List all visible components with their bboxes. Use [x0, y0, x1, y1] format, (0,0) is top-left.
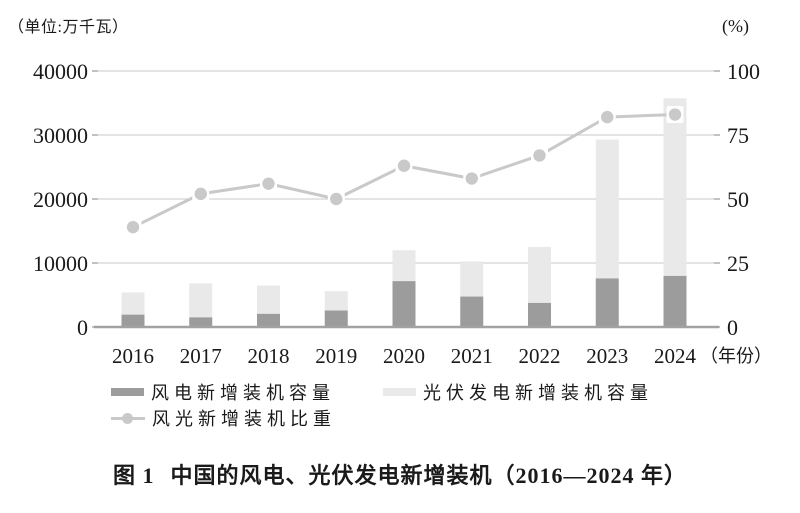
- share-line-swatch-icon: [111, 412, 145, 425]
- share-marker-2016: [126, 220, 140, 234]
- share-marker-2018: [262, 177, 275, 190]
- share-marker-2024: [668, 108, 682, 121]
- x-axis-label-2018: 2018: [248, 344, 290, 368]
- figure-title: 中国的风电、光伏发电新增装机（2016—2024 年）: [170, 463, 688, 488]
- x-axis-label-2021: 2021: [451, 344, 493, 368]
- left-axis-tick-label: 20000: [33, 187, 88, 212]
- wind-bar-2023: [595, 278, 619, 327]
- solar-bar-2021: [460, 261, 484, 297]
- left-axis-unit-label: （单位:万千瓦）: [8, 19, 129, 36]
- share-marker-2021: [465, 172, 478, 185]
- solar-bar-2016: [121, 292, 145, 315]
- left-axis-tick-label: 30000: [33, 123, 88, 148]
- wind-bar-2018: [257, 313, 280, 327]
- right-axis-tick-label: 100: [727, 59, 760, 84]
- share-marker-2017: [194, 187, 207, 201]
- share-line-marker-icon: [122, 412, 133, 424]
- x-axis-label-2023: 2023: [586, 344, 628, 368]
- legend-label-solar: 光伏发电新增装机容量: [423, 383, 653, 403]
- wind-bar-2016: [121, 314, 145, 327]
- wind-bar-2020: [392, 281, 416, 327]
- x-axis-label-2017: 2017: [180, 344, 222, 368]
- share-marker-2020: [397, 159, 411, 172]
- right-axis-unit-label: (%): [722, 16, 749, 36]
- x-axis-label-2019: 2019: [315, 344, 357, 368]
- left-axis-tick-label: 0: [77, 315, 88, 340]
- share-marker-2023: [601, 110, 614, 124]
- right-axis-tick-label: 75: [727, 123, 749, 148]
- wind-bar-2024: [663, 275, 687, 327]
- solar-bar-2024: [663, 98, 687, 276]
- right-axis-tick-label: 50: [727, 187, 749, 212]
- legend-item-share: 风光新增装机比重: [111, 407, 336, 429]
- solar-bar-swatch-icon: [383, 388, 416, 396]
- right-axis-tick-label: 0: [727, 315, 738, 340]
- legend-item-wind: 风电新增装机容量: [111, 381, 335, 403]
- solar-bar-2017: [189, 283, 213, 318]
- solar-bar-2018: [257, 285, 280, 314]
- x-axis-label-2022: 2022: [519, 344, 561, 368]
- x-axis-label-2024: 2024: [654, 344, 697, 368]
- left-axis-tick-label: 10000: [33, 251, 88, 276]
- wind-bar-swatch-icon: [111, 388, 144, 396]
- x-axis-title: （年份）: [700, 346, 772, 366]
- legend-label-share: 风光新增装机比重: [152, 409, 336, 429]
- wind-bar-2022: [528, 302, 551, 327]
- wind-bar-2017: [189, 317, 213, 327]
- x-axis-label-2016: 2016: [112, 344, 154, 368]
- solar-bar-2020: [392, 250, 416, 282]
- left-axis-tick-label: 40000: [33, 59, 88, 84]
- x-axis-label-2020: 2020: [383, 344, 425, 368]
- share-marker-2019: [330, 192, 343, 206]
- wind-bar-2021: [460, 296, 484, 327]
- figure-caption: 图 1 中国的风电、光伏发电新增装机（2016—2024 年）: [0, 458, 800, 490]
- right-axis-tick-label: 25: [727, 251, 749, 276]
- solar-bar-2023: [595, 139, 619, 279]
- figure-number: 图 1: [112, 463, 155, 488]
- wind-bar-2019: [324, 310, 348, 327]
- solar-bar-2022: [528, 246, 551, 303]
- solar-bar-2019: [324, 291, 348, 311]
- share-marker-2022: [533, 149, 546, 162]
- legend-item-solar: 光伏发电新增装机容量: [383, 381, 653, 403]
- legend-label-wind: 风电新增装机容量: [151, 383, 335, 403]
